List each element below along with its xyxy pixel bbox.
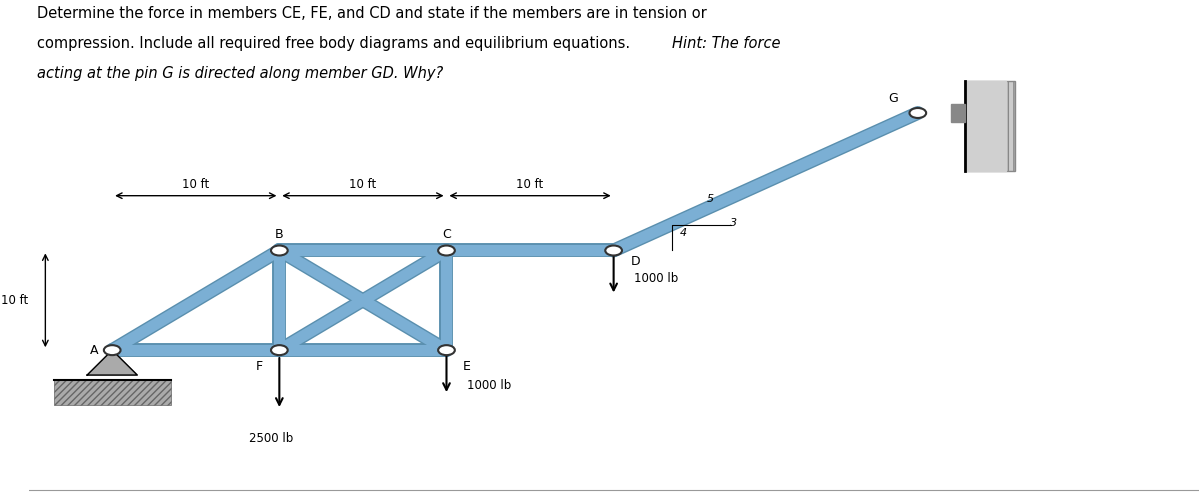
Text: 10 ft: 10 ft: [349, 178, 377, 191]
Bar: [965, 81, 1015, 171]
Text: Hint: The force: Hint: The force: [672, 36, 781, 51]
Text: C: C: [442, 227, 451, 240]
Text: 1000 lb: 1000 lb: [467, 379, 511, 391]
Text: acting at the pin G is directed along member GD. Why?: acting at the pin G is directed along me…: [37, 66, 443, 81]
Bar: [965, 81, 1007, 171]
Text: 3: 3: [731, 217, 738, 227]
Circle shape: [438, 245, 455, 256]
Text: 10 ft: 10 ft: [1, 294, 29, 307]
Polygon shape: [88, 350, 137, 375]
Bar: [54, 380, 170, 405]
Circle shape: [605, 245, 622, 256]
Text: F: F: [256, 360, 263, 373]
Text: 10 ft: 10 ft: [516, 178, 544, 191]
Text: 1000 lb: 1000 lb: [634, 272, 678, 285]
Text: G: G: [888, 92, 898, 105]
Circle shape: [271, 245, 288, 256]
Text: D: D: [630, 256, 640, 269]
Circle shape: [104, 345, 120, 355]
Text: 4: 4: [680, 227, 688, 237]
Text: 10 ft: 10 ft: [182, 178, 210, 191]
Circle shape: [271, 345, 288, 355]
Text: 2500 lb: 2500 lb: [248, 432, 293, 445]
Text: E: E: [463, 360, 472, 373]
Circle shape: [910, 108, 926, 118]
Text: 5: 5: [707, 194, 714, 204]
Text: B: B: [275, 227, 283, 240]
Text: compression. Include all required free body diagrams and equilibrium equations.: compression. Include all required free b…: [37, 36, 635, 51]
Bar: [952, 104, 965, 122]
Text: Determine the force in members CE, FE, and CD and state if the members are in te: Determine the force in members CE, FE, a…: [37, 7, 707, 22]
Text: A: A: [90, 344, 98, 357]
Circle shape: [438, 345, 455, 355]
